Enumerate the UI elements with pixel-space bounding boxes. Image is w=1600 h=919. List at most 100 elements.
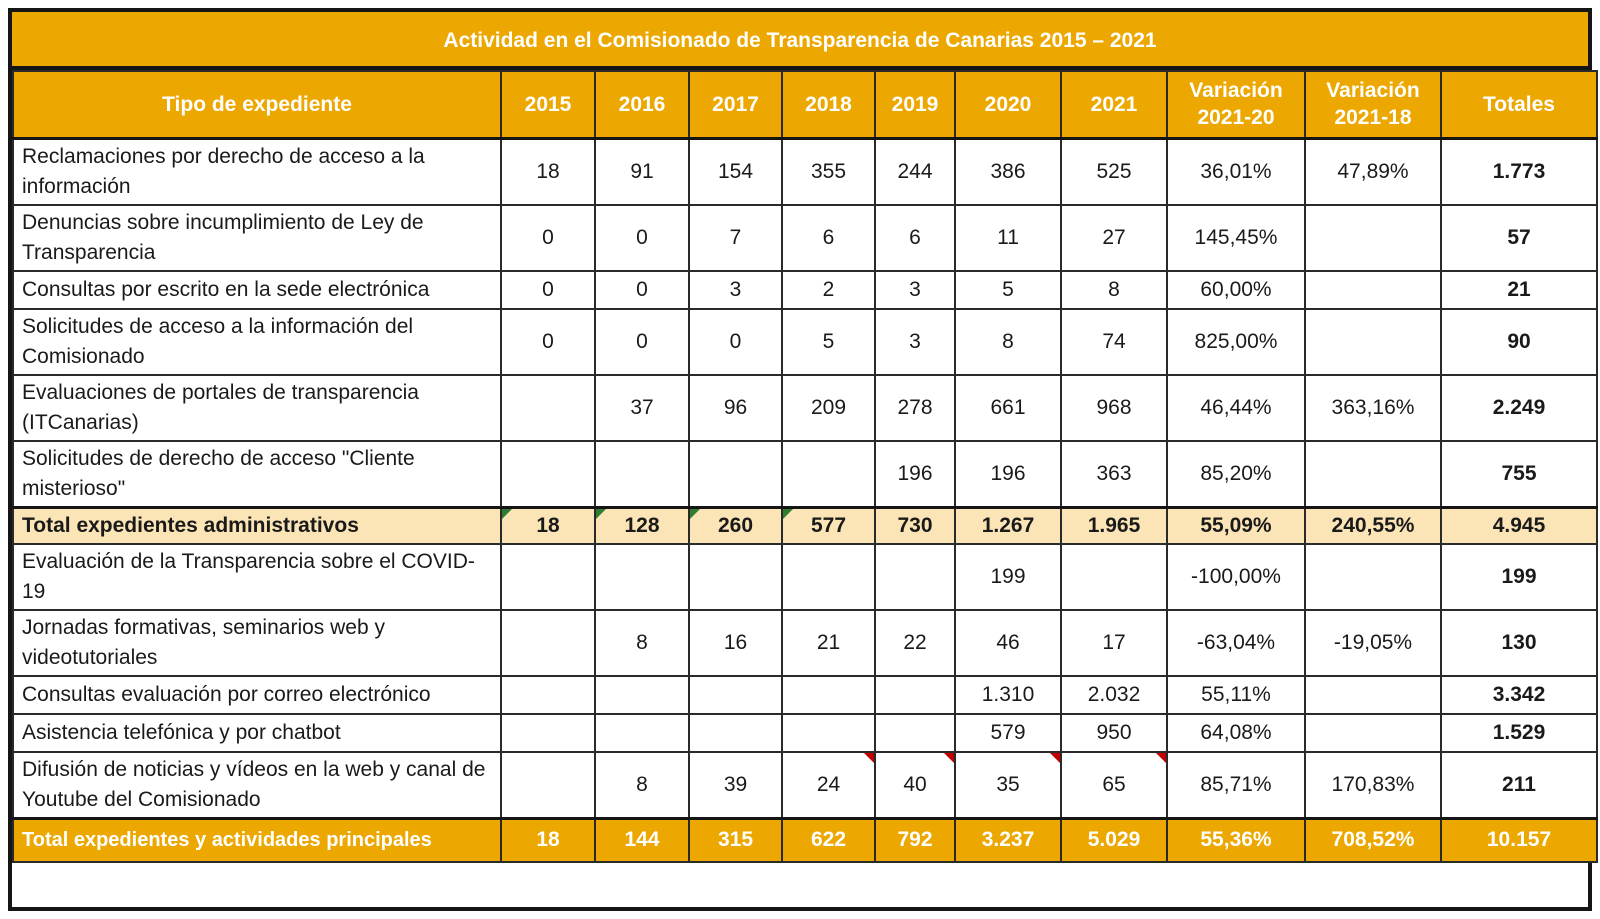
value-text: 85,71% xyxy=(1200,772,1272,796)
value-text: 57 xyxy=(1507,225,1531,249)
value-cell: 74 xyxy=(1060,307,1168,376)
value-text: 5 xyxy=(1002,277,1014,301)
value-cell: 363,16% xyxy=(1304,373,1442,442)
value-cell: 8 xyxy=(594,750,690,819)
column-header: 2018 xyxy=(781,70,876,140)
value-cell xyxy=(1304,712,1442,753)
value-text: 968 xyxy=(1096,395,1132,419)
value-cell xyxy=(781,712,876,753)
value-cell: 11 xyxy=(954,203,1062,272)
data-row: Consultas por escrito en la sede electró… xyxy=(12,269,1598,310)
value-cell: 130 xyxy=(1440,608,1598,677)
value-text: 579 xyxy=(990,720,1026,744)
value-text: 825,00% xyxy=(1194,329,1278,353)
value-cell: -19,05% xyxy=(1304,608,1442,677)
value-cell: -100,00% xyxy=(1166,542,1306,611)
value-text: 730 xyxy=(897,513,933,537)
value-cell xyxy=(1304,674,1442,715)
value-text: 60,00% xyxy=(1200,277,1272,301)
value-text: 1.529 xyxy=(1492,720,1546,744)
column-header: Totales xyxy=(1440,70,1598,140)
value-cell xyxy=(688,542,783,611)
value-text: 1.310 xyxy=(981,682,1035,706)
value-cell: 10.157 xyxy=(1440,816,1598,863)
data-row: Consultas evaluación por correo electrón… xyxy=(12,674,1598,715)
value-text: 18 xyxy=(536,159,560,183)
value-cell: 950 xyxy=(1060,712,1168,753)
value-text: 260 xyxy=(717,513,754,537)
value-text: 35 xyxy=(996,772,1020,796)
value-cell: 55,09% xyxy=(1166,505,1306,545)
row-label: Asistencia telefónica y por chatbot xyxy=(12,712,502,753)
value-text: 5 xyxy=(822,329,835,353)
value-cell: 577 xyxy=(781,505,876,545)
value-text: 3 xyxy=(909,329,921,353)
row-label: Consultas evaluación por correo electrón… xyxy=(12,674,502,715)
value-text: 2 xyxy=(822,277,835,301)
value-text: 950 xyxy=(1096,720,1132,744)
value-text: 6 xyxy=(822,225,835,249)
value-cell xyxy=(688,712,783,753)
value-cell: 622 xyxy=(781,816,876,863)
value-text: 130 xyxy=(1501,630,1537,654)
value-cell: 5 xyxy=(781,307,876,376)
row-label: Solicitudes de derecho de acceso "Client… xyxy=(12,439,502,508)
data-row: Solicitudes de derecho de acceso "Client… xyxy=(12,439,1598,508)
value-cell: 968 xyxy=(1060,373,1168,442)
comment-marker-red-icon xyxy=(944,752,954,763)
value-cell: 260 xyxy=(688,505,783,545)
value-cell: 96 xyxy=(688,373,783,442)
value-cell: 2.032 xyxy=(1060,674,1168,715)
value-text: 21 xyxy=(1507,277,1531,301)
value-cell xyxy=(781,674,876,715)
value-text: 85,20% xyxy=(1200,461,1272,485)
table-title: Actividad en el Comisionado de Transpare… xyxy=(12,12,1588,70)
value-cell: 21 xyxy=(1440,269,1598,310)
value-text: 18 xyxy=(536,513,560,537)
value-cell: 1.965 xyxy=(1060,505,1168,545)
row-label: Difusión de noticias y vídeos en la web … xyxy=(12,750,502,819)
value-cell: 1.773 xyxy=(1440,137,1598,206)
row-label: Solicitudes de acceso a la información d… xyxy=(12,307,502,376)
value-cell: 64,08% xyxy=(1166,712,1306,753)
value-text: 128 xyxy=(624,513,660,537)
value-text: 525 xyxy=(1096,159,1132,183)
value-cell: 65 xyxy=(1060,750,1168,819)
value-text: 792 xyxy=(897,828,933,852)
column-header-sublabel: 2021-18 xyxy=(1334,106,1412,130)
value-cell: 8 xyxy=(1060,269,1168,310)
value-cell: 18 xyxy=(500,137,596,206)
column-header: 2017 xyxy=(688,70,783,140)
value-cell xyxy=(500,542,596,611)
row-label: Denuncias sobre incumplimiento de Ley de… xyxy=(12,203,502,272)
value-text: 1.267 xyxy=(981,513,1035,537)
value-cell xyxy=(781,439,876,508)
value-cell: 144 xyxy=(594,816,690,863)
value-cell: 199 xyxy=(1440,542,1598,611)
value-cell: 35 xyxy=(954,750,1062,819)
value-text: 3 xyxy=(909,277,921,301)
value-text: 2.249 xyxy=(1492,395,1546,419)
column-header: 2016 xyxy=(594,70,690,140)
value-text: 7 xyxy=(729,225,742,249)
comment-marker-red-icon xyxy=(864,752,874,763)
value-text: -100,00% xyxy=(1191,564,1281,588)
value-cell xyxy=(500,608,596,677)
value-cell: 4.945 xyxy=(1440,505,1598,545)
value-cell: 90 xyxy=(1440,307,1598,376)
value-text: 199 xyxy=(1501,564,1537,588)
value-cell: 3.237 xyxy=(954,816,1062,863)
value-text: 170,83% xyxy=(1331,772,1415,796)
value-text: 315 xyxy=(717,828,754,852)
value-cell: 3 xyxy=(874,269,956,310)
value-cell xyxy=(1304,542,1442,611)
value-cell: 37 xyxy=(594,373,690,442)
value-text: 0 xyxy=(542,225,554,249)
value-cell xyxy=(1304,439,1442,508)
value-text: -19,05% xyxy=(1333,630,1413,654)
value-text: 211 xyxy=(1502,772,1536,796)
value-cell: 1.310 xyxy=(954,674,1062,715)
value-cell: 55,36% xyxy=(1166,816,1306,863)
value-cell xyxy=(874,674,956,715)
value-cell: 278 xyxy=(874,373,956,442)
